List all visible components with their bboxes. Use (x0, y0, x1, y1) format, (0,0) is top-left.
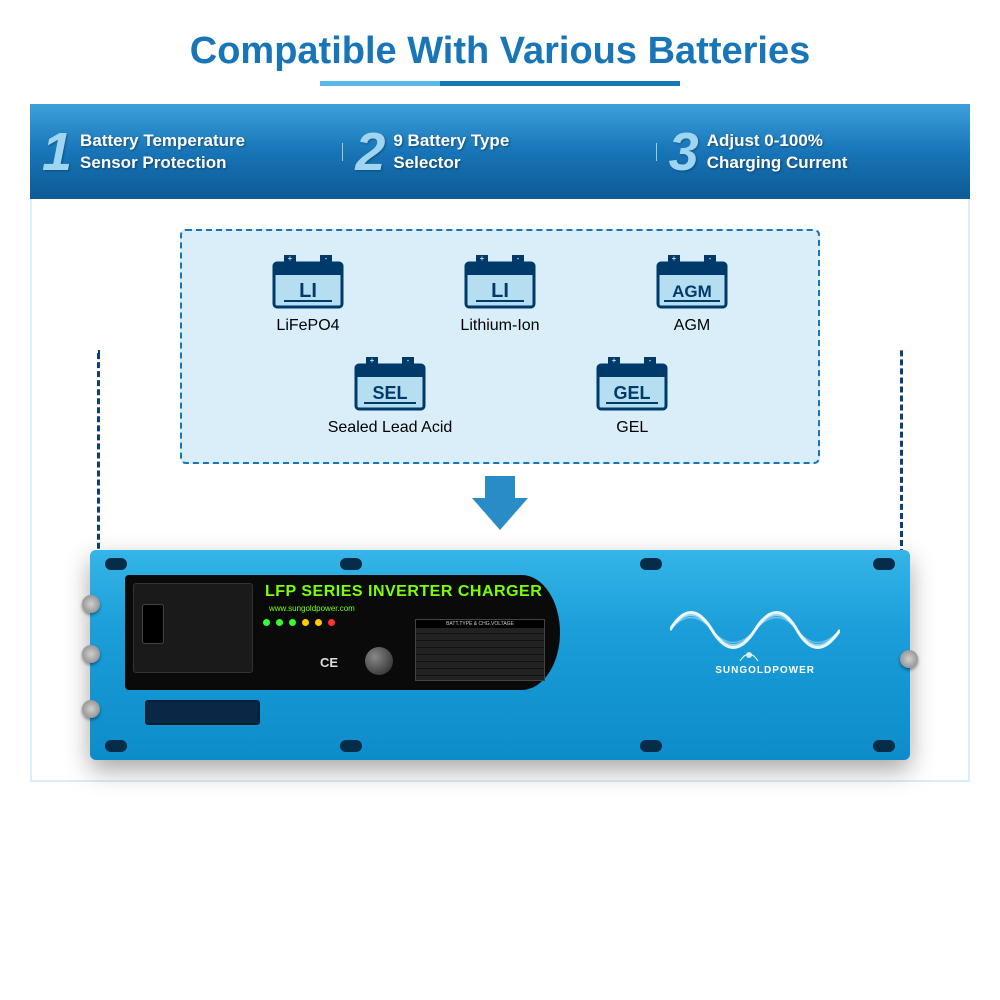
feature-2-number: 2 (355, 125, 385, 179)
arrow-down-icon (472, 498, 528, 530)
device-website: www.sungoldpower.com (265, 603, 359, 614)
feature-1-number: 1 (42, 125, 72, 179)
page-title: Compatible With Various Batteries (0, 0, 1000, 73)
battery-icon: + - LI (268, 251, 348, 311)
svg-text:-: - (649, 356, 652, 365)
title-underline (0, 81, 1000, 86)
feature-2-text: 9 Battery Type Selector (393, 130, 509, 173)
battery-row-2: + - SEL Sealed Lead Acid + - GEL (212, 353, 788, 437)
svg-text:+: + (370, 356, 375, 365)
battery-icon: + - GEL (592, 353, 672, 413)
status-leds (263, 619, 335, 626)
battery-icon: + - LI (460, 251, 540, 311)
feature-3-number: 3 (669, 125, 699, 179)
svg-text:SEL: SEL (372, 383, 407, 403)
spec-table: BATT.TYPE & CHG.VOLTAGE (415, 619, 545, 681)
svg-text:+: + (672, 254, 677, 263)
features-bar: 1 Battery Temperature Sensor Protection … (30, 104, 970, 199)
battery-agm: + - AGM AGM (652, 251, 732, 335)
battery-row-1: + - LI LiFePO4 + - LI Lithi (212, 251, 788, 335)
battery-label: LiFePO4 (276, 317, 339, 335)
svg-text:-: - (517, 254, 520, 263)
svg-text:-: - (407, 356, 410, 365)
svg-text:AGM: AGM (672, 282, 712, 301)
device-control-panel: LFP SERIES INVERTER CHARGER www.sungoldp… (125, 575, 560, 690)
lcd-display (145, 700, 260, 725)
svg-text:+: + (288, 254, 293, 263)
battery-lithium-ion: + - LI Lithium-Ion (460, 251, 540, 335)
feature-1-text: Battery Temperature Sensor Protection (80, 130, 245, 173)
svg-text:LI: LI (491, 280, 509, 302)
feature-1: 1 Battery Temperature Sensor Protection (30, 125, 343, 179)
svg-text:+: + (480, 254, 485, 263)
brand-sun-icon (738, 645, 760, 663)
inverter-device: LFP SERIES INVERTER CHARGER www.sungoldp… (90, 550, 910, 760)
battery-types-box: + - LI LiFePO4 + - LI Lithi (180, 229, 820, 464)
battery-label: Lithium-Ion (460, 317, 539, 335)
svg-text:+: + (612, 356, 617, 365)
battery-icon: + - AGM (652, 251, 732, 311)
ce-mark: CE (320, 655, 338, 670)
battery-sealed-lead-acid: + - SEL Sealed Lead Acid (328, 353, 453, 437)
adjustment-knob[interactable] (365, 647, 393, 675)
feature-3-text: Adjust 0-100% Charging Current (707, 130, 848, 173)
svg-text:-: - (709, 254, 712, 263)
battery-label: GEL (616, 419, 648, 437)
device-brand-label: SUNGOLDPOWER (715, 665, 815, 676)
main-diagram: + - LI LiFePO4 + - LI Lithi (30, 199, 970, 782)
device-product-label: LFP SERIES INVERTER CHARGER (265, 583, 542, 601)
feature-2: 2 9 Battery Type Selector (343, 125, 656, 179)
device-power-section (133, 583, 253, 673)
battery-label: Sealed Lead Acid (328, 419, 453, 437)
battery-icon: + - SEL (350, 353, 430, 413)
svg-text:LI: LI (299, 280, 317, 302)
battery-lifepo4: + - LI LiFePO4 (268, 251, 348, 335)
arrow-stem (485, 476, 515, 498)
feature-3: 3 Adjust 0-100% Charging Current (657, 125, 970, 179)
battery-gel: + - GEL GEL (592, 353, 672, 437)
battery-label: AGM (674, 317, 710, 335)
svg-text:GEL: GEL (614, 383, 651, 403)
svg-text:-: - (325, 254, 328, 263)
power-switch[interactable] (142, 604, 164, 644)
